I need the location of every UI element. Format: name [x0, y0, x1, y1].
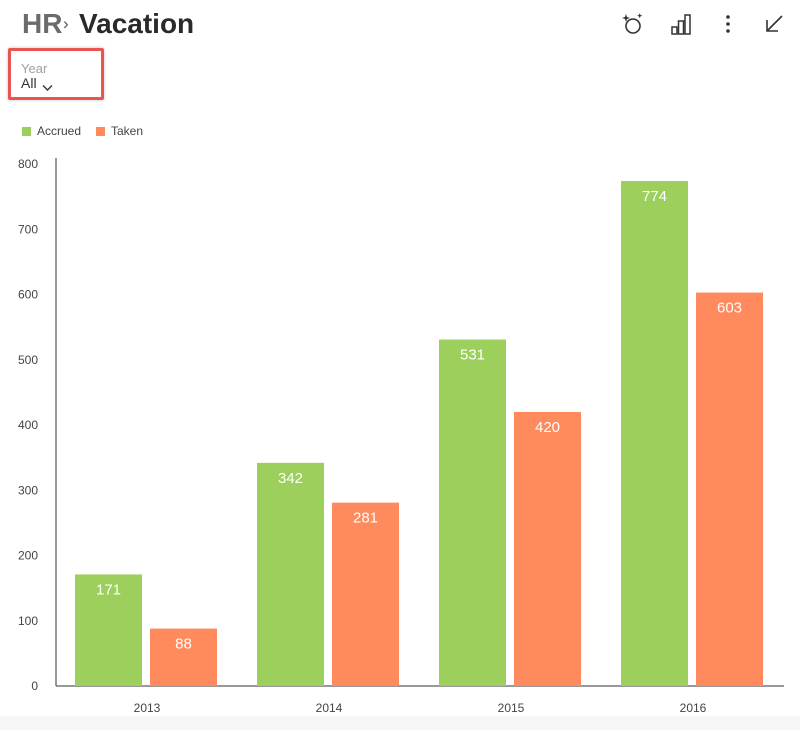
- bar-accrued-2016: [621, 180, 688, 686]
- bar-taken-2013: [150, 628, 217, 686]
- filter-value: All: [21, 75, 37, 91]
- data-label: 171: [96, 581, 121, 598]
- y-tick-label: 200: [18, 549, 38, 563]
- header: HR › Vacation: [0, 0, 800, 52]
- legend-item-taken[interactable]: Taken: [96, 123, 143, 139]
- y-tick-label: 100: [18, 614, 38, 628]
- y-tick-label: 800: [18, 157, 38, 171]
- x-tick-label: 2013: [134, 701, 161, 715]
- chevron-down-icon: [42, 79, 53, 97]
- legend-item-accrued[interactable]: Accrued: [22, 123, 81, 139]
- data-label: 342: [278, 470, 303, 487]
- legend-label-taken: Taken: [111, 124, 144, 138]
- bar-chart-icon[interactable]: [668, 11, 694, 37]
- x-tick-label: 2016: [680, 701, 707, 715]
- legend-label-accrued: Accrued: [37, 124, 82, 138]
- data-label: 420: [535, 419, 560, 436]
- y-tick-label: 0: [31, 679, 38, 693]
- x-tick-label: 2015: [498, 701, 525, 715]
- bar-taken-2016: [696, 292, 763, 686]
- filter-label: Year: [21, 61, 48, 76]
- collapse-arrow-icon[interactable]: [761, 11, 787, 37]
- data-label: 774: [642, 188, 667, 205]
- data-label: 531: [460, 347, 485, 364]
- page-title: Vacation: [79, 8, 195, 39]
- bar-accrued-2013: [75, 574, 142, 686]
- bar-taken-2014: [332, 502, 399, 686]
- y-tick-label: 400: [18, 418, 38, 432]
- breadcrumb-parent[interactable]: HR: [22, 8, 63, 39]
- bottom-strip: [0, 716, 800, 730]
- y-tick-label: 500: [18, 353, 38, 367]
- y-tick-label: 300: [18, 483, 38, 497]
- bar-taken-2015: [514, 411, 581, 686]
- more-vertical-icon[interactable]: [715, 11, 741, 37]
- legend-swatch-taken: [96, 126, 105, 136]
- breadcrumb-separator: ›: [63, 14, 69, 33]
- data-label: 88: [175, 636, 192, 653]
- data-label: 281: [353, 510, 378, 527]
- y-tick-label: 700: [18, 222, 38, 236]
- bar-accrued-2014: [257, 462, 324, 686]
- sparkle-refresh-icon[interactable]: [619, 11, 645, 37]
- y-tick-label: 600: [18, 288, 38, 302]
- x-tick-label: 2014: [316, 701, 343, 715]
- year-filter-dropdown[interactable]: Year All: [8, 48, 104, 100]
- bar-accrued-2015: [439, 339, 506, 686]
- legend-swatch-accrued: [22, 126, 31, 136]
- data-label: 603: [717, 300, 742, 317]
